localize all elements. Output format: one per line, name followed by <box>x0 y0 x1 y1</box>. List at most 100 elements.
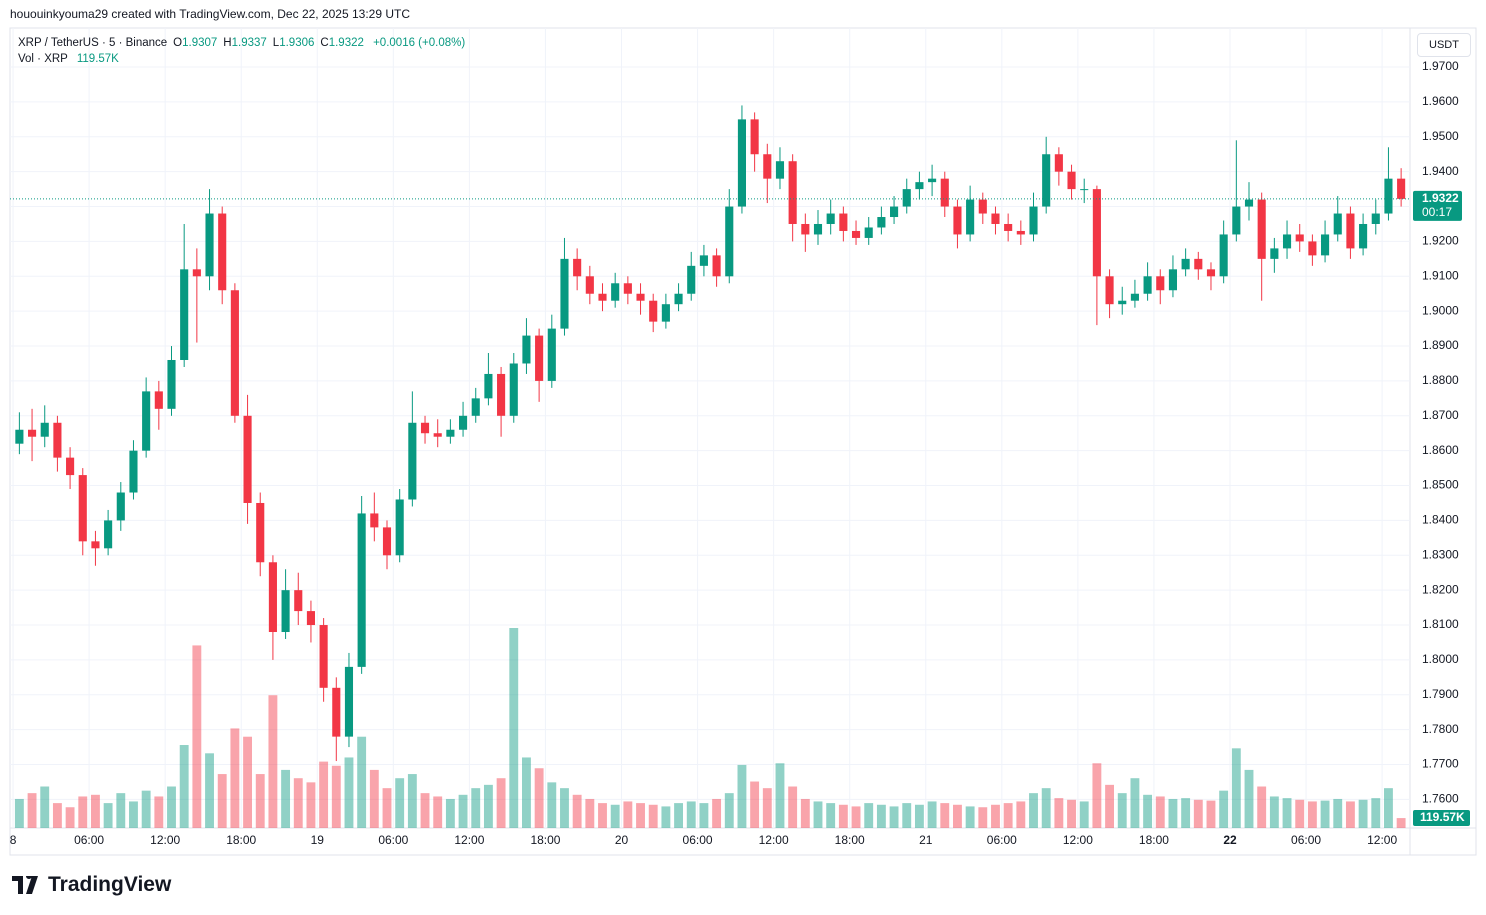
y-tick-label: 1.8400 <box>1422 513 1459 527</box>
volume-bar <box>103 803 113 828</box>
candle-body <box>1029 206 1038 235</box>
candle-body <box>535 335 544 381</box>
y-tick-label: 1.7900 <box>1422 687 1459 701</box>
candle-body <box>205 213 214 277</box>
candle-body <box>243 415 252 503</box>
candle-body <box>1257 199 1266 259</box>
volume-bar <box>1130 778 1140 828</box>
candle-body <box>1105 276 1114 305</box>
volume-bar <box>78 796 88 828</box>
candle-body <box>192 269 201 277</box>
volume-bar <box>40 786 50 828</box>
candle-body <box>1016 230 1025 235</box>
legend-row: Vol · XRP 119.57K <box>18 51 465 67</box>
candle-body <box>915 182 924 190</box>
candle-body <box>636 293 645 301</box>
candle-body <box>1384 178 1393 214</box>
candle-body <box>370 513 379 528</box>
currency-button[interactable]: USDT <box>1417 33 1471 57</box>
volume-name: Vol · XRP <box>18 53 68 65</box>
volume-bar <box>205 753 214 828</box>
volume-bar <box>788 786 798 828</box>
candle-body <box>408 422 417 500</box>
candle-body <box>991 213 1000 224</box>
x-tick-label: 21 <box>919 833 933 847</box>
volume-bar <box>940 803 950 828</box>
volume-bar <box>1282 798 1292 828</box>
countdown-label: 00:17 <box>1422 205 1452 219</box>
volume-bar <box>116 793 126 828</box>
volume-value: 119.57K <box>76 53 119 65</box>
candle-body <box>116 492 125 521</box>
volume-bar <box>1041 788 1051 828</box>
volume-bar <box>344 757 354 828</box>
volume-bar <box>141 790 151 828</box>
volume-bar <box>826 803 836 828</box>
volume-bar <box>395 778 405 828</box>
volume-bar <box>268 695 278 828</box>
volume-bar <box>319 761 329 828</box>
candle-body <box>851 230 861 238</box>
volume-bar <box>357 736 367 828</box>
candle-body <box>167 359 176 409</box>
candle-body <box>775 161 785 179</box>
candle-body <box>877 217 886 228</box>
y-tick-label: 1.8800 <box>1422 373 1459 387</box>
candle-body <box>788 161 797 224</box>
brand-logo <box>12 876 38 894</box>
volume-bar <box>610 804 620 828</box>
volume-bar <box>686 801 696 828</box>
candle-body <box>623 283 632 294</box>
change: +0.0016 (+0.08%) <box>373 37 466 49</box>
candle-body <box>1067 171 1076 190</box>
volume-bar <box>648 804 658 828</box>
volume-bar <box>1333 798 1343 828</box>
volume-bar <box>1181 798 1191 828</box>
candle-body <box>750 119 759 155</box>
last-price-label: 1.9322 <box>1422 191 1459 205</box>
volume-bar <box>674 803 683 828</box>
volume-bar <box>293 778 303 828</box>
volume-bar <box>522 757 531 828</box>
volume-bar <box>1105 784 1115 828</box>
volume-bar <box>1003 803 1013 828</box>
candle-body <box>1054 154 1063 172</box>
candle-body <box>218 213 227 291</box>
y-tick-label: 1.9500 <box>1422 129 1459 143</box>
candle-body <box>1308 241 1317 256</box>
symbol: XRP / TetherUS · 5 · Binance <box>18 37 168 49</box>
volume-bar <box>281 769 291 828</box>
x-tick-label: 18:00 <box>226 833 256 847</box>
ohlc-label: C <box>320 37 329 49</box>
candle-body <box>585 276 594 294</box>
x-tick-label: 12:00 <box>150 833 180 847</box>
candle-body <box>40 422 49 437</box>
candle-body <box>1397 178 1406 199</box>
volume-bar <box>775 763 785 828</box>
candle-body <box>839 213 848 231</box>
candle-body <box>104 520 113 549</box>
candle-body <box>1232 206 1241 235</box>
volume-bar <box>14 798 24 828</box>
candle-body <box>484 373 493 399</box>
volume-bar <box>331 765 341 828</box>
volume-bar <box>167 786 176 828</box>
candle-body <box>1181 258 1190 270</box>
volume-bar <box>978 807 988 828</box>
volume-bar <box>1320 800 1330 828</box>
candle-body <box>1346 213 1355 249</box>
candle-body <box>459 415 468 430</box>
y-tick-label: 1.8000 <box>1422 652 1459 666</box>
ohlc-value: 1.9306 <box>279 37 315 49</box>
volume-bar <box>230 728 240 828</box>
candle-body <box>674 293 683 305</box>
last-price-tag <box>1413 190 1462 221</box>
volume-bar <box>1206 800 1216 828</box>
y-tick-label: 1.8600 <box>1422 443 1459 457</box>
candle-body <box>306 611 315 626</box>
volume-bar <box>243 736 252 828</box>
volume-bar <box>407 774 417 828</box>
candle-body <box>395 499 404 556</box>
volume-bar <box>306 782 316 828</box>
